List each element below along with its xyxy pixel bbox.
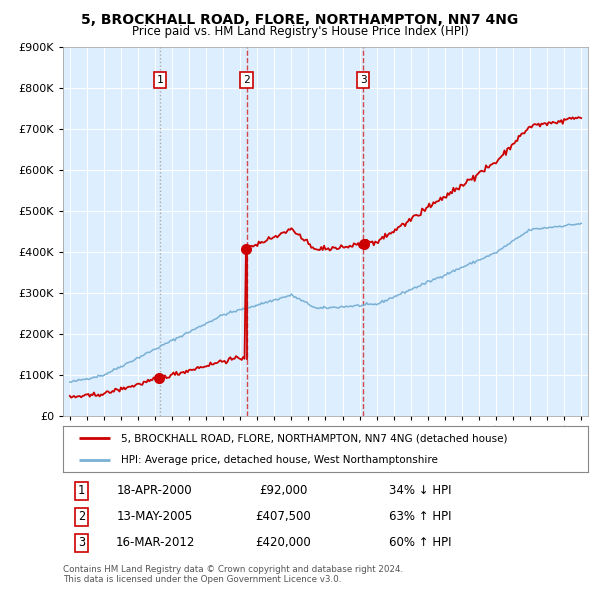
Text: 16-MAR-2012: 16-MAR-2012 bbox=[115, 536, 194, 549]
Text: £407,500: £407,500 bbox=[256, 510, 311, 523]
Text: £92,000: £92,000 bbox=[259, 484, 308, 497]
Text: 2: 2 bbox=[78, 510, 85, 523]
Text: 3: 3 bbox=[360, 75, 367, 85]
Text: 63% ↑ HPI: 63% ↑ HPI bbox=[389, 510, 451, 523]
Text: Contains HM Land Registry data © Crown copyright and database right 2024.: Contains HM Land Registry data © Crown c… bbox=[63, 565, 403, 574]
Text: 1: 1 bbox=[78, 484, 85, 497]
Text: HPI: Average price, detached house, West Northamptonshire: HPI: Average price, detached house, West… bbox=[121, 454, 437, 464]
Text: 3: 3 bbox=[78, 536, 85, 549]
Text: 34% ↓ HPI: 34% ↓ HPI bbox=[389, 484, 451, 497]
Text: Price paid vs. HM Land Registry's House Price Index (HPI): Price paid vs. HM Land Registry's House … bbox=[131, 25, 469, 38]
Text: 1: 1 bbox=[157, 75, 163, 85]
Text: £420,000: £420,000 bbox=[256, 536, 311, 549]
Text: 5, BROCKHALL ROAD, FLORE, NORTHAMPTON, NN7 4NG: 5, BROCKHALL ROAD, FLORE, NORTHAMPTON, N… bbox=[82, 13, 518, 27]
Text: 18-APR-2000: 18-APR-2000 bbox=[117, 484, 193, 497]
Text: 60% ↑ HPI: 60% ↑ HPI bbox=[389, 536, 451, 549]
Text: 13-MAY-2005: 13-MAY-2005 bbox=[117, 510, 193, 523]
Text: This data is licensed under the Open Government Licence v3.0.: This data is licensed under the Open Gov… bbox=[63, 575, 341, 584]
Text: 2: 2 bbox=[243, 75, 250, 85]
Text: 5, BROCKHALL ROAD, FLORE, NORTHAMPTON, NN7 4NG (detached house): 5, BROCKHALL ROAD, FLORE, NORTHAMPTON, N… bbox=[121, 434, 507, 444]
